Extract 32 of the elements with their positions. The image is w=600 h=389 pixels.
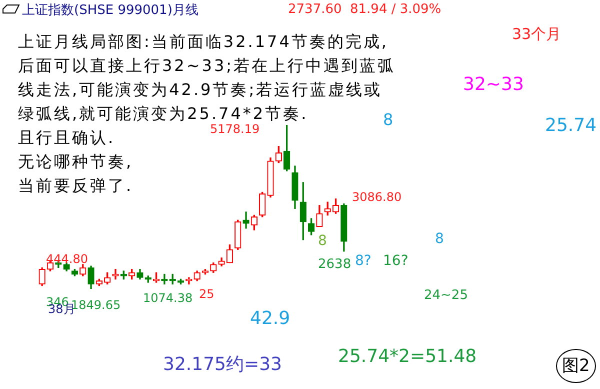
text: 33个月	[512, 25, 562, 43]
text: 24~25	[424, 288, 468, 304]
text: 32.175约=33	[163, 354, 282, 376]
annotation: 2638	[318, 257, 352, 273]
text: 32~33	[463, 74, 524, 96]
text: 后面可以直接上行32~33;若在上行中遇到蓝弧	[18, 56, 396, 76]
text: 8	[383, 110, 396, 130]
text: 16?	[383, 253, 408, 270]
annotation: 且行且确认.	[18, 128, 116, 148]
text: 2737.60	[288, 2, 342, 18]
text: 42.9	[250, 308, 290, 330]
text: 绿弧线,就可能演变为25.74*2节奏.	[18, 104, 308, 124]
text: 线走法,可能演变为42.9节奏;若运行蓝虚线或	[18, 80, 382, 100]
annotation: 当前要反弹了.	[18, 176, 134, 196]
text: 1074.38	[143, 291, 193, 306]
caption: 图2	[556, 349, 596, 384]
text: 3086.80	[352, 190, 402, 204]
annotation: 25	[199, 287, 214, 302]
chart-title: 上证指数(SHSE 999001)月线	[22, 2, 198, 19]
annotation: 无论哪种节奏,	[18, 152, 134, 172]
annotation: 444.80	[46, 252, 88, 266]
text: 8?	[355, 253, 372, 270]
text: 25.74*2=51.48	[338, 346, 477, 368]
candlestick	[112, 268, 119, 280]
candlestick	[186, 277, 192, 284]
annotation: 5178.19	[210, 122, 260, 136]
annotation: 8	[318, 233, 327, 250]
text: 81.94 / 3.09%	[350, 2, 442, 18]
text: 25.74	[545, 115, 597, 137]
candlestick	[161, 274, 168, 284]
text: 8	[435, 231, 444, 248]
text: 上证月线局部图:当前面临32.174节奏的完成,	[18, 32, 388, 52]
